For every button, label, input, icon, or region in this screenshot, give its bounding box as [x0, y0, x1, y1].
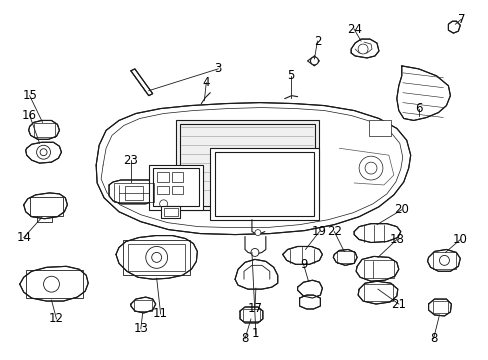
Polygon shape: [353, 224, 400, 243]
Bar: [364, 260, 393, 278]
Polygon shape: [350, 39, 378, 58]
Bar: [171, 172, 183, 182]
Bar: [163, 208, 177, 216]
Polygon shape: [131, 69, 152, 96]
Text: 3: 3: [214, 62, 222, 75]
Polygon shape: [427, 249, 459, 271]
Polygon shape: [24, 193, 67, 219]
Bar: [134, 300, 151, 311]
Text: 20: 20: [393, 203, 408, 216]
Circle shape: [357, 44, 367, 54]
Text: 8: 8: [429, 332, 436, 345]
Text: 5: 5: [286, 69, 294, 82]
Bar: [156, 172, 168, 182]
Bar: [364, 284, 392, 301]
Polygon shape: [297, 280, 322, 298]
Polygon shape: [333, 249, 356, 265]
Bar: [179, 125, 315, 206]
Bar: [368, 121, 390, 136]
Text: 6: 6: [414, 102, 422, 115]
Circle shape: [40, 149, 47, 156]
Polygon shape: [29, 121, 60, 139]
Bar: [215, 152, 314, 216]
Polygon shape: [355, 256, 398, 281]
Text: 24: 24: [346, 23, 361, 36]
Polygon shape: [427, 299, 450, 316]
Polygon shape: [26, 142, 61, 163]
Bar: [128, 243, 185, 271]
Polygon shape: [235, 260, 277, 289]
Bar: [148, 165, 203, 210]
Text: 22: 22: [326, 225, 341, 238]
Bar: [210, 148, 319, 220]
Circle shape: [43, 276, 60, 292]
Text: 12: 12: [49, 312, 64, 325]
Polygon shape: [282, 247, 322, 264]
Text: 13: 13: [133, 322, 148, 336]
Polygon shape: [131, 297, 155, 313]
Text: 18: 18: [388, 233, 404, 246]
Bar: [337, 251, 353, 264]
Bar: [26, 270, 83, 298]
Text: 4: 4: [202, 76, 210, 89]
Text: 2: 2: [313, 35, 321, 48]
Polygon shape: [447, 21, 459, 33]
Polygon shape: [96, 103, 410, 235]
Text: 23: 23: [123, 154, 138, 167]
Polygon shape: [299, 295, 320, 309]
Polygon shape: [20, 266, 88, 301]
Text: 11: 11: [153, 307, 168, 320]
Text: 8: 8: [241, 332, 248, 345]
Polygon shape: [396, 66, 449, 121]
Bar: [152, 168, 199, 206]
Bar: [122, 239, 190, 275]
Text: 19: 19: [311, 225, 326, 238]
Polygon shape: [240, 307, 263, 323]
Bar: [432, 301, 447, 313]
Circle shape: [160, 200, 167, 208]
Circle shape: [439, 255, 448, 265]
Text: 17: 17: [247, 302, 262, 315]
Bar: [171, 186, 183, 194]
Bar: [30, 197, 63, 216]
Text: 15: 15: [22, 89, 37, 102]
Text: 7: 7: [457, 13, 464, 26]
Circle shape: [254, 230, 260, 235]
Circle shape: [145, 247, 167, 268]
Bar: [156, 186, 168, 194]
Polygon shape: [357, 281, 397, 304]
Circle shape: [310, 57, 318, 65]
Bar: [432, 252, 455, 269]
Text: 21: 21: [390, 297, 406, 311]
Bar: [114, 183, 153, 202]
Bar: [34, 123, 55, 137]
Polygon shape: [109, 180, 158, 204]
Text: 1: 1: [252, 327, 259, 340]
Bar: [175, 121, 319, 210]
Bar: [243, 309, 259, 321]
Text: 9: 9: [299, 258, 306, 271]
Polygon shape: [116, 235, 197, 279]
Bar: [161, 206, 180, 218]
Circle shape: [250, 248, 258, 256]
Text: 14: 14: [16, 231, 31, 244]
Bar: [124, 186, 142, 200]
Circle shape: [37, 145, 50, 159]
Text: 10: 10: [452, 233, 467, 246]
Circle shape: [151, 252, 162, 262]
Text: 16: 16: [22, 109, 37, 122]
